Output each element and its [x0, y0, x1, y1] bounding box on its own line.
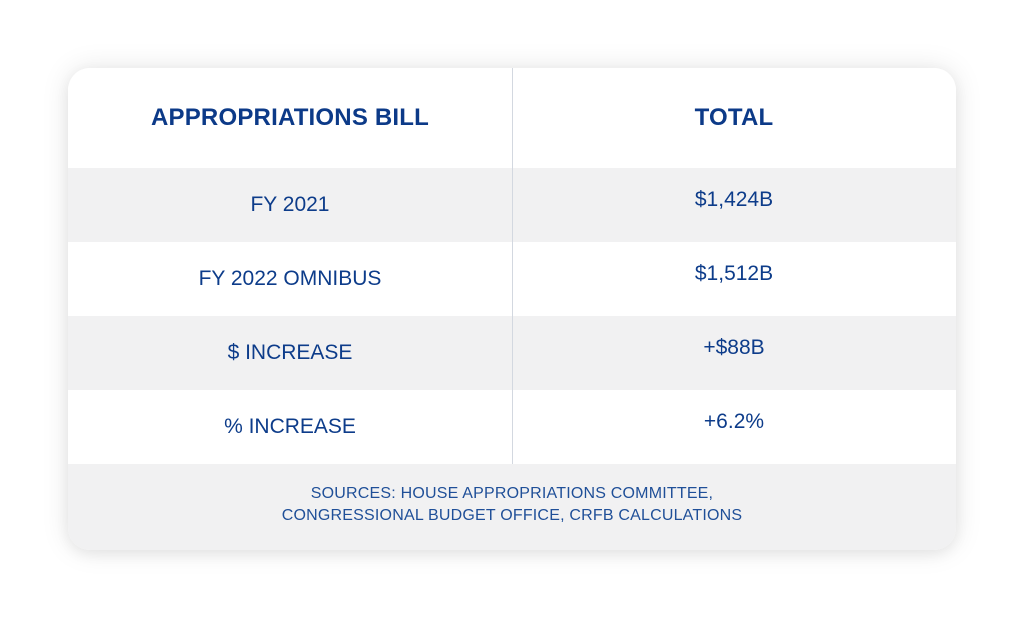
row-total: +6.2% — [703, 410, 765, 433]
header-total: TOTAL — [694, 104, 774, 131]
row-label: FY 2021 — [250, 193, 330, 216]
row-label: $ INCREASE — [227, 341, 353, 364]
sources-footer: SOURCES: HOUSE APPROPRIATIONS COMMITTEE,… — [68, 464, 956, 550]
column-divider — [512, 68, 513, 464]
sources-line-1: SOURCES: HOUSE APPROPRIATIONS COMMITTEE, — [310, 485, 714, 502]
row-total: $1,512B — [694, 262, 774, 285]
sources-line-2: CONGRESSIONAL BUDGET OFFICE, CRFB CALCUL… — [281, 507, 743, 524]
row-total: $1,424B — [694, 188, 774, 211]
row-total: +$88B — [703, 336, 765, 359]
header-appropriations-bill: APPROPRIATIONS BILL — [150, 104, 430, 131]
appropriations-table-card: APPROPRIATIONS BILL TOTAL FY 2021 $1,424… — [68, 68, 956, 550]
row-label: % INCREASE — [224, 415, 356, 438]
row-label: FY 2022 OMNIBUS — [198, 267, 382, 290]
